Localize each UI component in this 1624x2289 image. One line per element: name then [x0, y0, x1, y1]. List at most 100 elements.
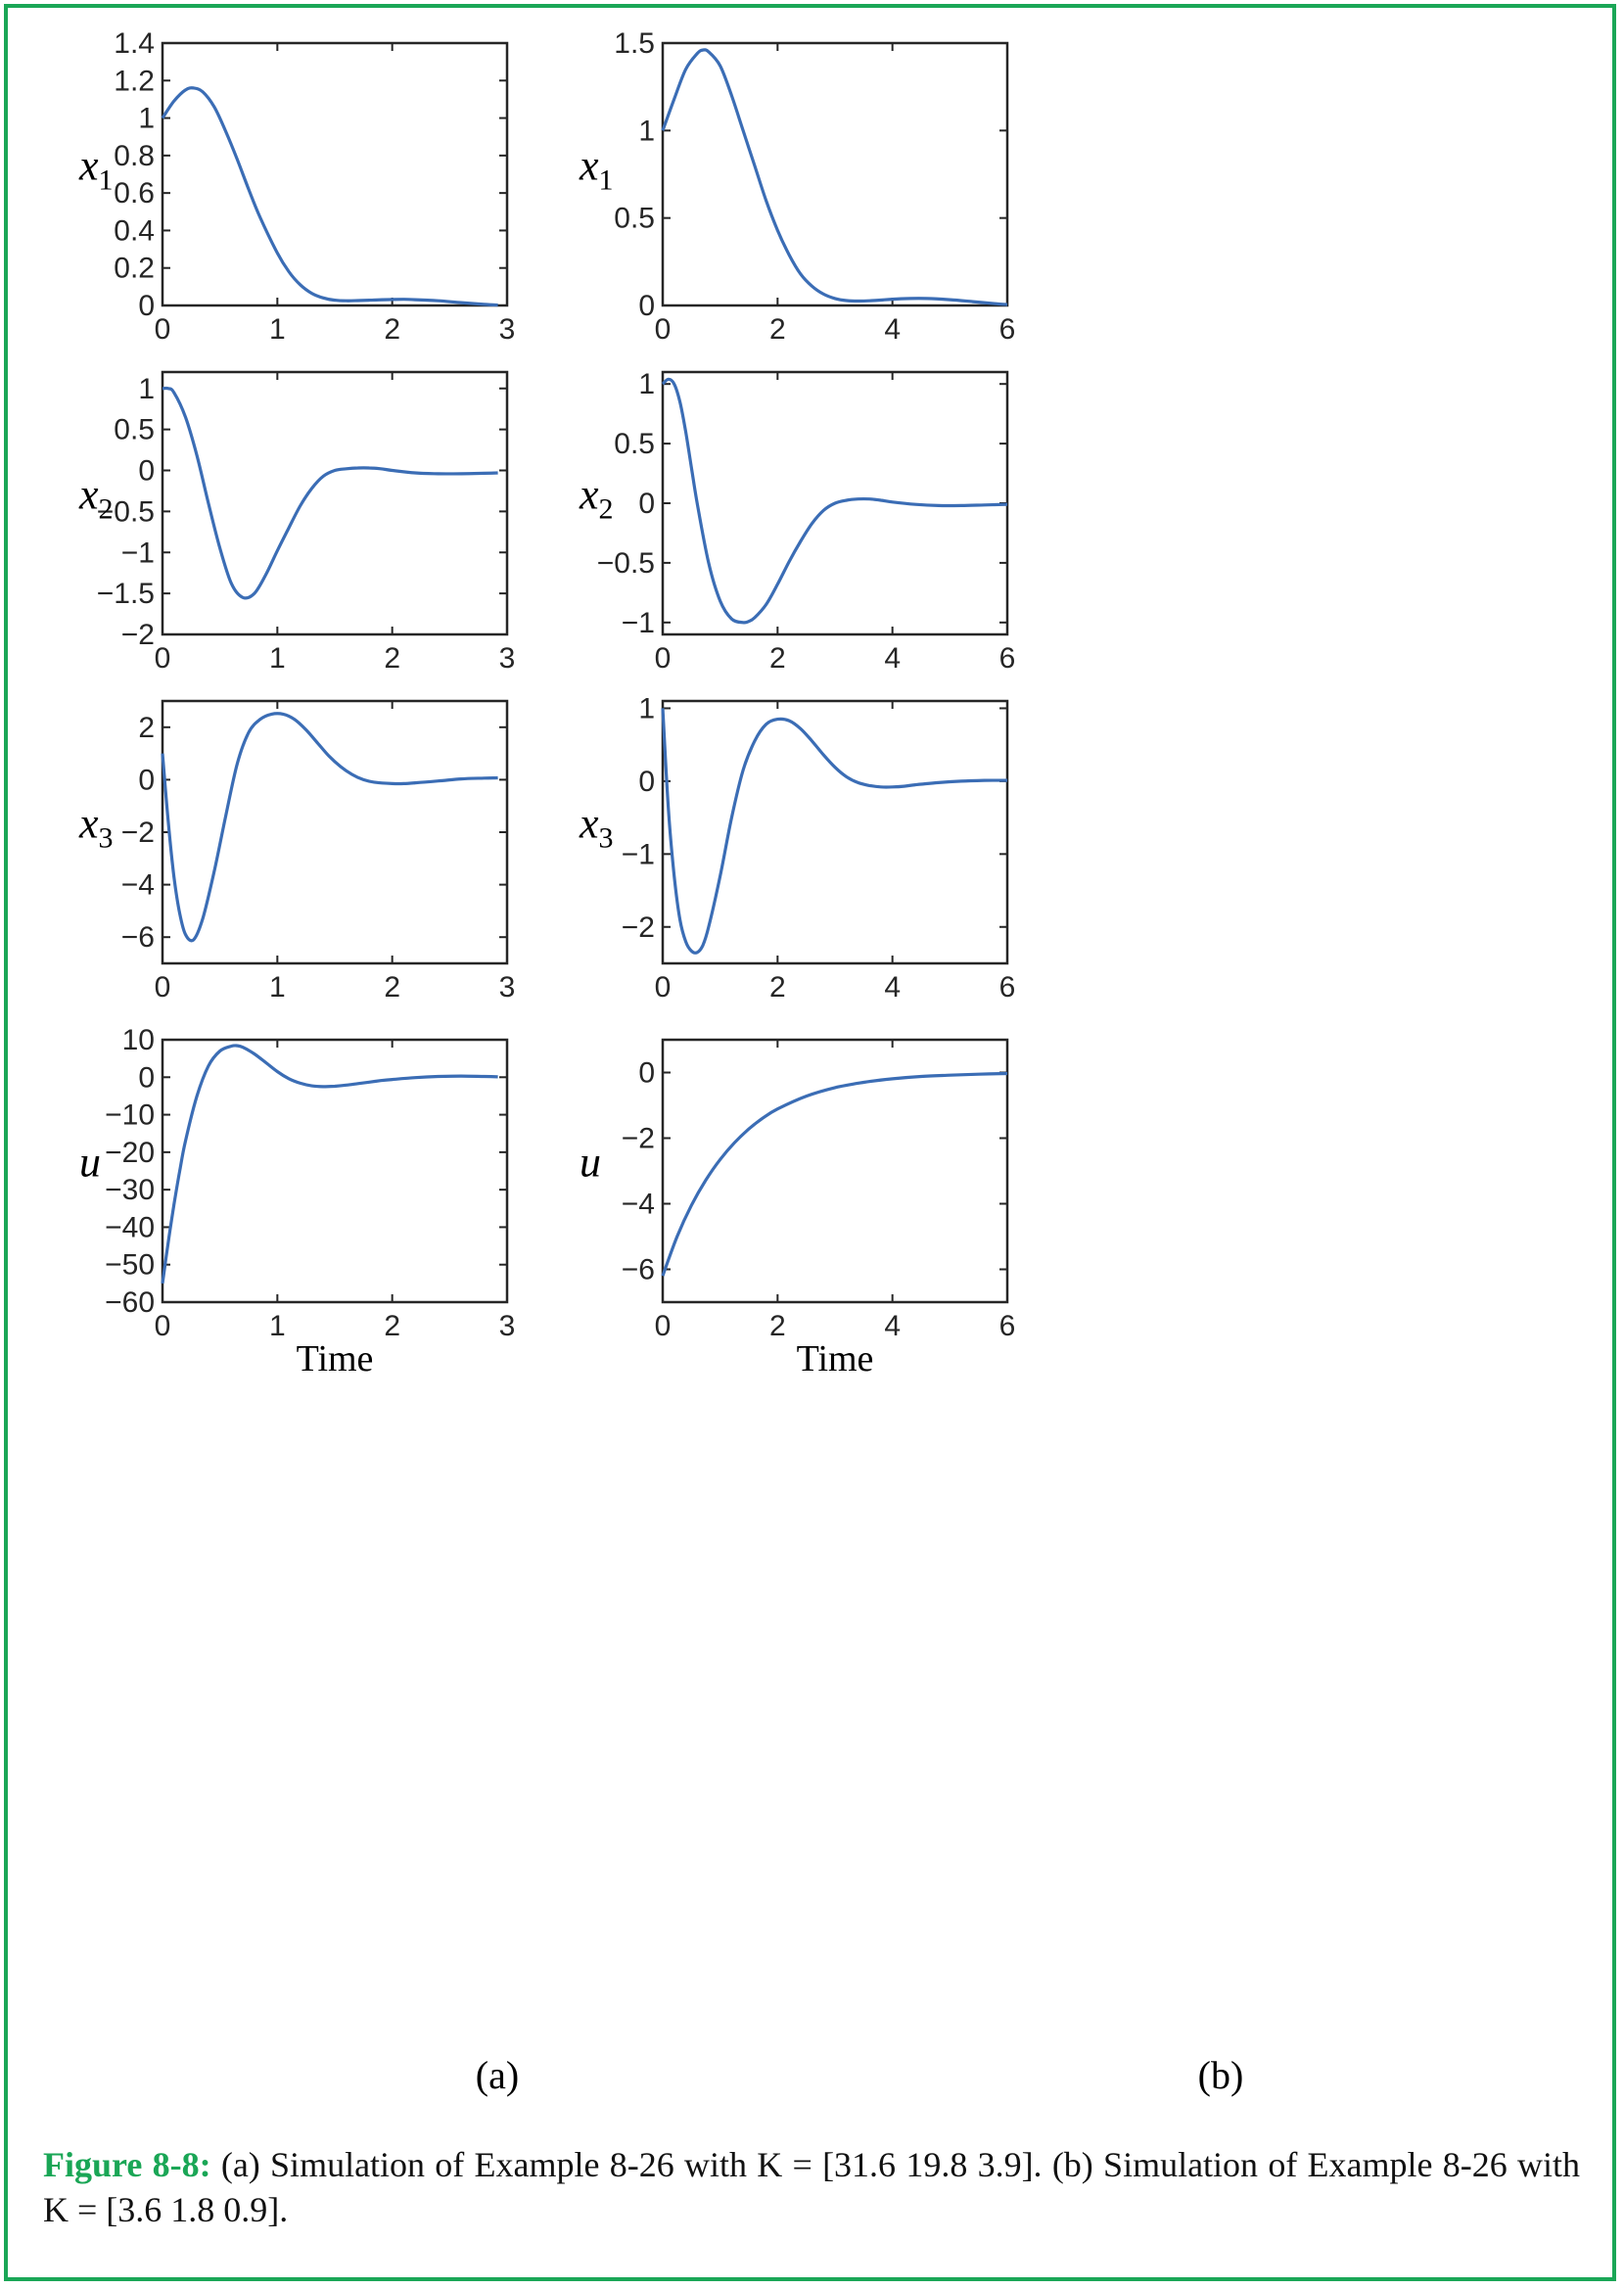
figure-frame — [4, 4, 1616, 2281]
y-tick-label: 0.5 — [614, 428, 655, 460]
y-axis-label: x1 — [78, 141, 114, 196]
x-tick-label: 1 — [269, 642, 286, 675]
y-tick-label: 0 — [638, 766, 655, 798]
y-tick-label: −1 — [622, 838, 655, 870]
panel-label-b: (b) — [1198, 2053, 1244, 2097]
y-tick-label: −40 — [105, 1211, 155, 1243]
y-tick-label: −1 — [622, 607, 655, 639]
y-tick-label: −10 — [105, 1099, 155, 1132]
chart-b-x2: 0 2 4 6 −1 −0.5 0 0.5 1 x2 — [579, 368, 1015, 675]
x-tick-label: 0 — [655, 642, 672, 675]
series-line — [161, 86, 498, 307]
x-tick-label: 6 — [999, 1310, 1016, 1342]
x-tick-label: 0 — [155, 1310, 171, 1342]
x-axis-label: Time — [797, 1338, 874, 1379]
y-tick-label: 0.5 — [614, 203, 655, 235]
y-tick-label: 1 — [638, 115, 655, 147]
y-axis-label: u — [580, 1138, 601, 1186]
series-line — [661, 48, 1008, 306]
plot-area — [661, 1038, 1009, 1304]
x-tick-label: 2 — [769, 313, 786, 346]
y-axis-label: x2 — [579, 470, 614, 525]
y-tick-label: −1.5 — [97, 578, 155, 610]
x-tick-label: 3 — [499, 1310, 516, 1342]
chart-a-x3: 0 1 2 3 −6 −4 −2 0 2 x3 — [78, 699, 516, 1004]
y-tick-label: 1 — [138, 103, 155, 135]
y-tick-label: 1 — [638, 692, 655, 724]
x-tick-label: 2 — [769, 971, 786, 1004]
x-tick-label: 2 — [769, 1310, 786, 1342]
x-tick-label: 2 — [769, 642, 786, 675]
caption-text: (a) Simulation of Example 8-26 with K = … — [43, 2145, 1581, 2229]
y-tick-label: −2 — [622, 1123, 655, 1155]
x-tick-label: 0 — [655, 313, 672, 346]
x-tick-label: 0 — [155, 971, 171, 1004]
y-tick-label: −50 — [105, 1249, 155, 1282]
chart-a-x1: 0 1 2 300.20.40.60.811.21.4x1 — [78, 27, 515, 346]
chart-a-u: 0 1 2 3 −60 −50 −40 −30 −20 −10 0 10 u Time — [79, 1024, 515, 1379]
y-tick-label: −2 — [622, 911, 655, 944]
series-line — [661, 1071, 1008, 1277]
y-axis-label: u — [79, 1138, 101, 1186]
y-tick-label: 0 — [138, 1061, 155, 1094]
chart-a-x2: 0 1 2 3 −2 −1.5 −1 −0.5 0 0.5 1 x2 — [78, 370, 516, 675]
y-tick-label: −0.5 — [97, 495, 155, 528]
y-tick-label: 0.4 — [114, 214, 155, 247]
chart-b-x1: 0 2 4 6 0 0.5 1 1.5 x1 — [579, 27, 1015, 346]
y-axis-label: x3 — [579, 799, 614, 854]
plot-area — [161, 699, 509, 965]
plot-area — [161, 370, 509, 636]
x-tick-label: 3 — [499, 971, 516, 1004]
x-tick-label: 4 — [884, 313, 901, 346]
x-tick-label: 4 — [884, 642, 901, 675]
y-tick-label: 0.5 — [114, 414, 155, 446]
plot-area — [661, 41, 1009, 307]
x-tick-label: 6 — [999, 642, 1016, 675]
y-tick-label: −0.5 — [597, 547, 655, 580]
plot-area — [161, 41, 509, 307]
x-tick-label: 0 — [155, 313, 171, 346]
x-tick-label: 6 — [999, 971, 1016, 1004]
y-tick-label: −20 — [105, 1137, 155, 1169]
y-tick-label: −30 — [105, 1174, 155, 1206]
y-tick-label: −6 — [622, 1254, 655, 1286]
x-axis-label: Time — [297, 1338, 374, 1379]
x-tick-label: 4 — [884, 1310, 901, 1342]
series-line — [661, 708, 1008, 955]
y-axis-label: x1 — [579, 141, 614, 196]
panel-label-a: (a) — [476, 2053, 519, 2097]
y-tick-label: 0 — [638, 488, 655, 520]
x-tick-label: 6 — [999, 313, 1016, 346]
x-tick-label: 4 — [884, 971, 901, 1004]
plot-area — [161, 1038, 509, 1304]
x-tick-label: 3 — [499, 642, 516, 675]
y-tick-label: 1.2 — [114, 65, 155, 97]
x-tick-label: 0 — [655, 1310, 672, 1342]
y-tick-label: −2 — [121, 619, 155, 651]
x-tick-label: 2 — [384, 642, 400, 675]
y-tick-label: 1 — [638, 368, 655, 400]
x-tick-label: 2 — [384, 971, 400, 1004]
x-tick-label: 1 — [269, 1310, 286, 1342]
series-line — [661, 377, 1008, 625]
y-tick-label: 0.8 — [114, 140, 155, 172]
y-tick-label: −60 — [105, 1286, 155, 1319]
y-tick-label: 10 — [122, 1024, 155, 1056]
y-axis-label: x2 — [78, 470, 114, 525]
plot-area — [661, 699, 1009, 965]
x-tick-label: 2 — [384, 313, 400, 346]
y-tick-label: 0.6 — [114, 177, 155, 210]
y-tick-label: −1 — [121, 537, 155, 569]
y-tick-label: 0 — [638, 290, 655, 322]
figure-caption: Figure 8-8: (a) Simulation of Example 8-… — [43, 2142, 1580, 2232]
series-line — [162, 386, 498, 600]
y-tick-label: −6 — [121, 921, 155, 954]
x-tick-label: 3 — [499, 313, 516, 346]
y-axis-label: x3 — [78, 799, 114, 854]
y-tick-label: 2 — [138, 712, 155, 744]
y-tick-label: −2 — [121, 817, 155, 849]
series-line — [161, 712, 498, 943]
x-tick-label: 0 — [655, 971, 672, 1004]
x-tick-label: 0 — [155, 642, 171, 675]
y-tick-label: 0 — [638, 1057, 655, 1090]
